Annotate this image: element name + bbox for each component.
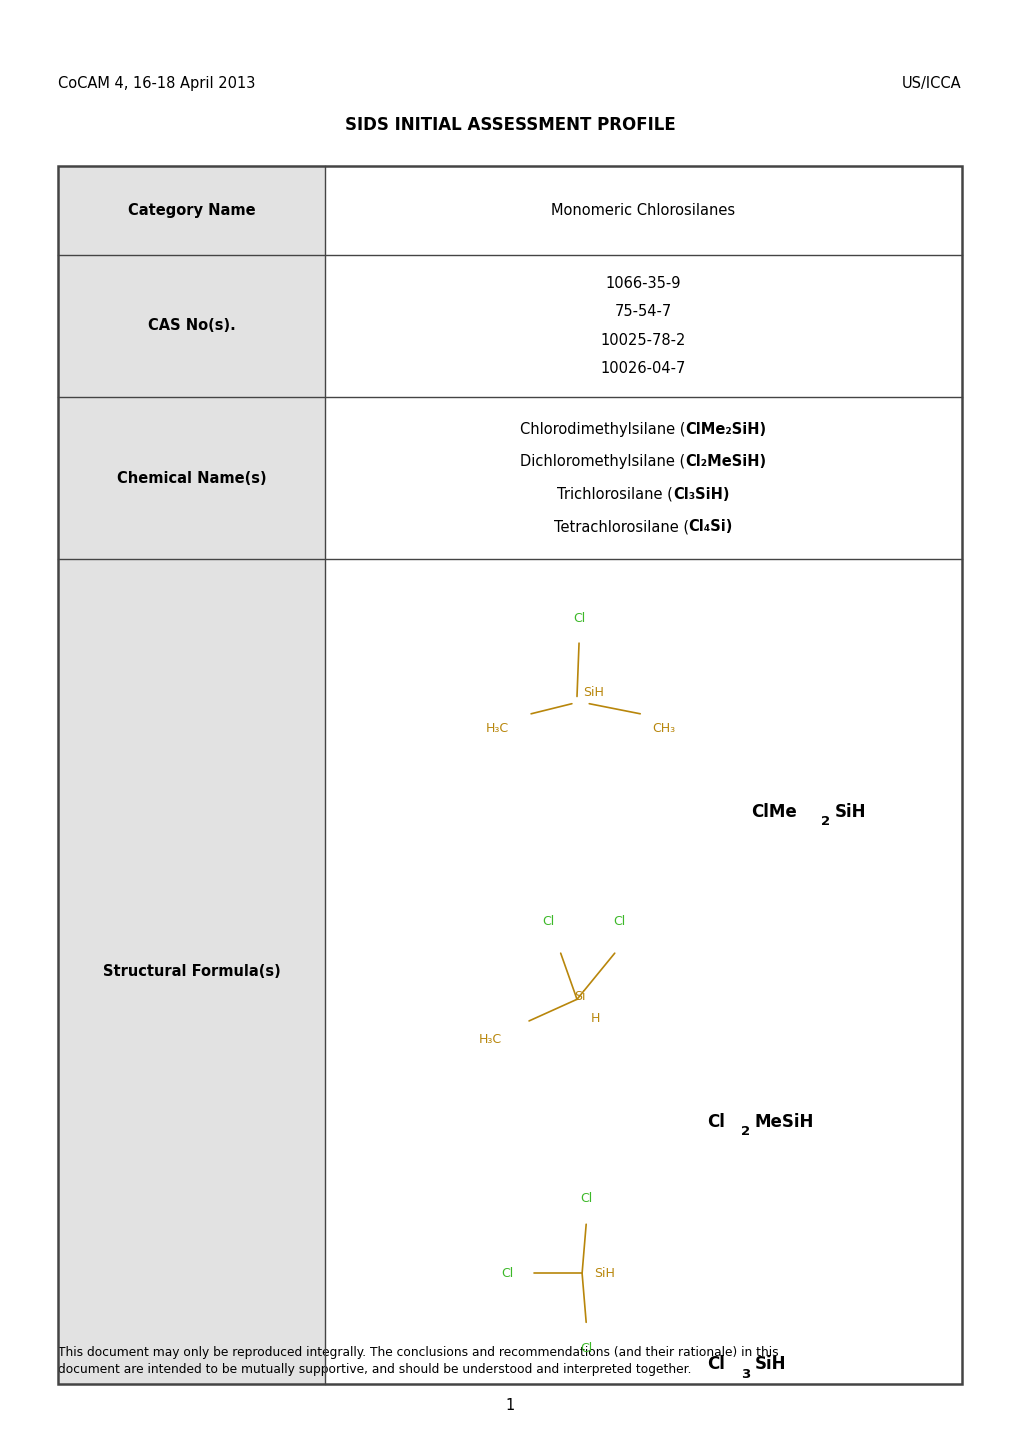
Text: 3: 3 <box>740 1367 749 1381</box>
Text: SiH: SiH <box>583 685 603 699</box>
Text: Chlorodimethylsilane (: Chlorodimethylsilane ( <box>520 421 685 437</box>
Text: 2: 2 <box>740 1125 749 1139</box>
Text: SiH: SiH <box>835 803 866 820</box>
Text: document are intended to be mutually supportive, and should be understood and in: document are intended to be mutually sup… <box>58 1363 691 1377</box>
Text: Chemical Name(s): Chemical Name(s) <box>116 470 266 486</box>
Text: CoCAM 4, 16-18 April 2013: CoCAM 4, 16-18 April 2013 <box>58 76 256 91</box>
Bar <box>324 166 961 255</box>
Text: SiH: SiH <box>594 1266 614 1280</box>
Bar <box>58 166 961 1384</box>
Text: MeSiH: MeSiH <box>754 1113 813 1131</box>
Text: Si: Si <box>574 989 585 1004</box>
Text: Monomeric Chlorosilanes: Monomeric Chlorosilanes <box>550 203 735 218</box>
Text: 10025-78-2: 10025-78-2 <box>600 333 686 348</box>
Text: This document may only be reproduced integrally. The conclusions and recommendat: This document may only be reproduced int… <box>58 1345 777 1360</box>
Text: H: H <box>590 1011 599 1025</box>
Text: SIDS INITIAL ASSESSMENT PROFILE: SIDS INITIAL ASSESSMENT PROFILE <box>344 117 675 134</box>
Text: Cl: Cl <box>501 1266 514 1280</box>
Text: 2: 2 <box>820 815 829 829</box>
Text: Cl: Cl <box>706 1113 725 1131</box>
Text: 10026-04-7: 10026-04-7 <box>600 360 686 376</box>
Text: Trichlorosilane (: Trichlorosilane ( <box>556 487 673 502</box>
Text: Category Name: Category Name <box>127 203 255 218</box>
Bar <box>324 559 961 1384</box>
Text: Cl: Cl <box>580 1191 592 1206</box>
Text: 1066-35-9: 1066-35-9 <box>605 275 681 291</box>
Text: Cl: Cl <box>573 611 585 626</box>
Text: Cl: Cl <box>542 914 554 929</box>
Text: Tetrachlorosilane (: Tetrachlorosilane ( <box>553 519 688 535</box>
Bar <box>58 397 324 559</box>
Text: US/ICCA: US/ICCA <box>902 76 961 91</box>
Text: ClMe₂SiH): ClMe₂SiH) <box>685 421 766 437</box>
Text: Cl₂MeSiH): Cl₂MeSiH) <box>685 454 765 469</box>
Bar <box>324 255 961 397</box>
Bar <box>58 559 324 1384</box>
Bar <box>58 166 324 255</box>
Text: ClMe: ClMe <box>751 803 797 820</box>
Bar <box>58 255 324 397</box>
Text: SiH: SiH <box>754 1355 786 1373</box>
Text: Dichloromethylsilane (: Dichloromethylsilane ( <box>520 454 685 469</box>
Text: 75-54-7: 75-54-7 <box>614 304 672 319</box>
Text: Cl: Cl <box>706 1355 725 1373</box>
Text: Cl₄Si): Cl₄Si) <box>688 519 733 535</box>
Text: H₃C: H₃C <box>485 721 508 735</box>
Text: 1: 1 <box>504 1399 515 1413</box>
Text: Cl₃SiH): Cl₃SiH) <box>673 487 729 502</box>
Text: Cl: Cl <box>613 914 626 929</box>
Bar <box>324 397 961 559</box>
Text: Cl: Cl <box>580 1341 592 1355</box>
Text: Structural Formula(s): Structural Formula(s) <box>103 965 280 979</box>
Text: CAS No(s).: CAS No(s). <box>148 319 235 333</box>
Text: CH₃: CH₃ <box>652 721 675 735</box>
Text: H₃C: H₃C <box>478 1032 501 1047</box>
